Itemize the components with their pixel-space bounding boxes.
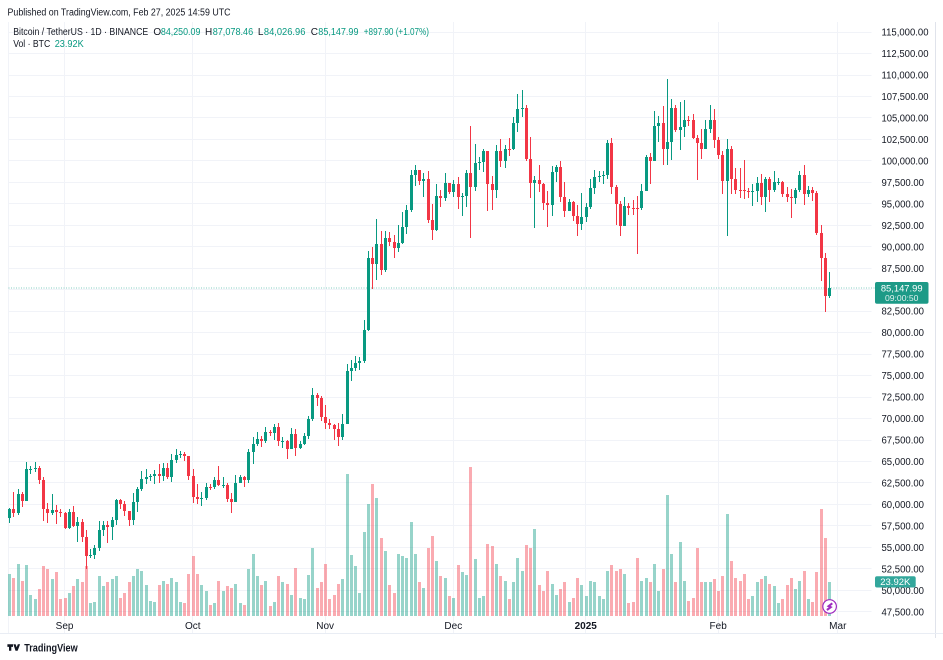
- svg-text:97,500.00: 97,500.00: [882, 178, 925, 189]
- svg-text:50,000.00: 50,000.00: [882, 586, 925, 597]
- svg-text:47,500.00: 47,500.00: [882, 607, 925, 618]
- svg-text:115,000.00: 115,000.00: [882, 28, 929, 39]
- svg-text:Published on TradingView.com,: Published on TradingView.com, Feb 27, 20…: [8, 7, 231, 18]
- svg-text:C: C: [311, 27, 318, 38]
- svg-text:100,000.00: 100,000.00: [882, 156, 929, 167]
- svg-text:70,000.00: 70,000.00: [882, 414, 925, 425]
- svg-text:67,500.00: 67,500.00: [882, 436, 925, 447]
- svg-text:2025: 2025: [575, 621, 598, 632]
- svg-text:82,500.00: 82,500.00: [882, 307, 925, 318]
- svg-text:112,500.00: 112,500.00: [882, 49, 929, 60]
- svg-text:92,500.00: 92,500.00: [882, 221, 925, 232]
- svg-text:57,500.00: 57,500.00: [882, 521, 925, 532]
- svg-text:110,000.00: 110,000.00: [882, 71, 929, 82]
- svg-text:23.92K: 23.92K: [55, 39, 84, 50]
- svg-text:+897.90 (+1.07%): +897.90 (+1.07%): [364, 27, 429, 38]
- svg-text:Bitcoin / TetherUS · 1D · BINA: Bitcoin / TetherUS · 1D · BINANCE: [13, 27, 148, 38]
- svg-text:85,147.99: 85,147.99: [318, 27, 359, 38]
- svg-text:L: L: [258, 27, 264, 38]
- svg-text:84,250.09: 84,250.09: [161, 27, 201, 38]
- svg-text:H: H: [205, 27, 212, 38]
- svg-text:Nov: Nov: [316, 621, 334, 632]
- svg-text:Mar: Mar: [829, 621, 847, 632]
- svg-text:23.92K: 23.92K: [880, 577, 911, 588]
- svg-text:Feb: Feb: [710, 621, 728, 632]
- svg-text:85,147.99: 85,147.99: [881, 282, 923, 293]
- svg-text:65,000.00: 65,000.00: [882, 457, 925, 468]
- svg-text:Vol · BTC: Vol · BTC: [13, 39, 50, 50]
- svg-text:80,000.00: 80,000.00: [882, 328, 925, 339]
- svg-text:77,500.00: 77,500.00: [882, 350, 925, 361]
- svg-text:52,500.00: 52,500.00: [882, 564, 925, 575]
- svg-text:09:00:50: 09:00:50: [885, 293, 919, 303]
- svg-text:90,000.00: 90,000.00: [882, 242, 925, 253]
- svg-text:Sep: Sep: [56, 621, 74, 632]
- svg-text:102,500.00: 102,500.00: [882, 135, 929, 146]
- svg-text:107,500.00: 107,500.00: [882, 92, 929, 103]
- svg-text:O: O: [153, 27, 161, 38]
- svg-text:TradingView: TradingView: [24, 642, 78, 654]
- svg-text:87,078.46: 87,078.46: [213, 27, 254, 38]
- svg-text:87,500.00: 87,500.00: [882, 264, 925, 275]
- svg-text:105,000.00: 105,000.00: [882, 113, 929, 124]
- svg-text:62,500.00: 62,500.00: [882, 478, 925, 489]
- svg-text:84,026.96: 84,026.96: [264, 27, 306, 38]
- svg-text:Dec: Dec: [444, 621, 462, 632]
- svg-text:95,000.00: 95,000.00: [882, 199, 925, 210]
- svg-text:Oct: Oct: [185, 621, 201, 632]
- svg-text:72,500.00: 72,500.00: [882, 393, 925, 404]
- svg-text:75,000.00: 75,000.00: [882, 371, 925, 382]
- svg-text:60,000.00: 60,000.00: [882, 500, 925, 511]
- svg-text:55,000.00: 55,000.00: [882, 543, 925, 554]
